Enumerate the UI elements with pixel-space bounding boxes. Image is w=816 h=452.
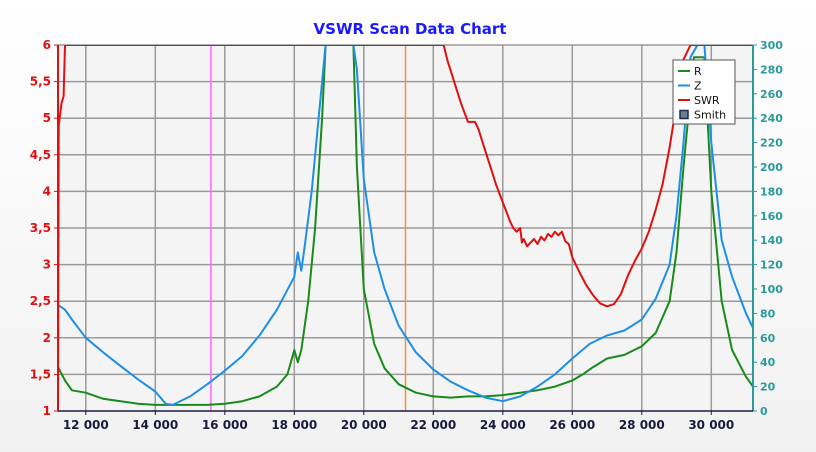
- series-lines: [58, 45, 753, 411]
- legend-swatch-smith: [679, 109, 689, 120]
- right-tick-label: 40: [760, 356, 776, 369]
- right-tick-label: 0: [760, 405, 768, 418]
- x-tick-label: 24 000: [480, 418, 526, 432]
- right-tick-label: 220: [760, 137, 783, 150]
- right-tick-label: 20: [760, 381, 776, 394]
- axes: 11,522,533,544,555,560204060801001201401…: [30, 38, 784, 432]
- series-line-swr: [58, 45, 753, 411]
- x-tick-label: 18 000: [271, 418, 317, 432]
- left-tick-label: 1,5: [30, 367, 51, 381]
- legend-label-smith[interactable]: Smith: [694, 109, 726, 122]
- chart-title: VSWR Scan Data Chart: [314, 20, 507, 38]
- right-tick-label: 240: [760, 112, 783, 125]
- legend-label-r[interactable]: R: [694, 65, 702, 78]
- left-tick-label: 5: [43, 111, 51, 125]
- left-tick-label: 3: [43, 258, 51, 272]
- right-tick-label: 260: [760, 88, 783, 101]
- right-tick-label: 80: [760, 307, 776, 320]
- right-tick-label: 120: [760, 259, 783, 272]
- frequency-markers: [210, 45, 407, 411]
- right-tick-label: 160: [760, 210, 783, 223]
- x-tick-label: 26 000: [549, 418, 595, 432]
- legend-label-swr[interactable]: SWR: [694, 94, 720, 107]
- right-tick-label: 280: [760, 63, 783, 76]
- x-tick-label: 30 000: [688, 418, 734, 432]
- right-tick-label: 200: [760, 161, 783, 174]
- left-tick-label: 2,5: [30, 294, 51, 308]
- series-line-r: [58, 45, 753, 406]
- left-tick-label: 5,5: [30, 75, 51, 89]
- x-tick-label: 20 000: [341, 418, 387, 432]
- series-line-z: [58, 45, 753, 406]
- right-tick-label: 100: [760, 283, 783, 296]
- left-tick-label: 6: [43, 38, 51, 52]
- x-tick-label: 16 000: [202, 418, 248, 432]
- right-tick-label: 180: [760, 185, 783, 198]
- left-tick-label: 1: [43, 404, 51, 418]
- right-tick-label: 300: [760, 39, 783, 52]
- x-tick-label: 22 000: [410, 418, 456, 432]
- x-tick-label: 12 000: [63, 418, 109, 432]
- left-tick-label: 3,5: [30, 221, 51, 235]
- left-tick-label: 4: [43, 184, 51, 198]
- x-tick-label: 28 000: [619, 418, 665, 432]
- right-tick-label: 140: [760, 234, 783, 247]
- left-tick-label: 4,5: [30, 148, 51, 162]
- legend-label-z[interactable]: Z: [694, 80, 702, 93]
- right-tick-label: 60: [760, 332, 776, 345]
- x-tick-label: 14 000: [132, 418, 178, 432]
- left-tick-label: 2: [43, 331, 51, 345]
